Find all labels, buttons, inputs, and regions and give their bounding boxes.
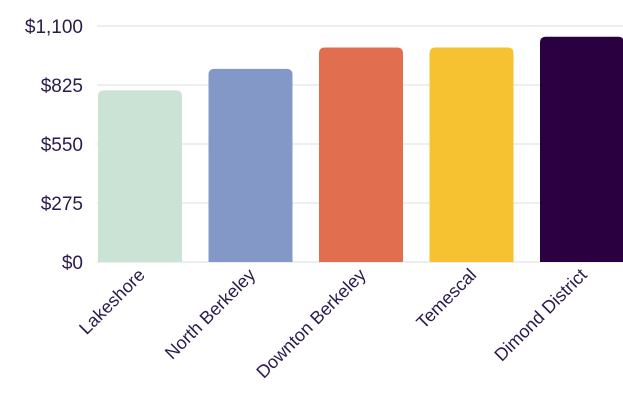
bar-north-berkeley	[208, 68, 293, 262]
x-category-label: Lakeshore	[75, 265, 149, 339]
bar-downton-berkeley	[319, 47, 403, 262]
bars	[98, 36, 623, 262]
x-category-label: Temescal	[412, 265, 480, 333]
y-tick-label: $550	[41, 135, 83, 156]
y-axis-tick-labels: $0 $275 $550 $825 $1,100	[25, 17, 83, 274]
y-tick-label: $275	[41, 194, 83, 215]
x-category-label: North Berkeley	[161, 265, 259, 363]
x-category-label: Downton Berkeley	[252, 265, 369, 382]
y-tick-label: $825	[41, 76, 83, 97]
x-category-label: Dimond District	[490, 265, 590, 365]
bar-temescal	[429, 47, 514, 262]
bar-dimond-district	[540, 36, 623, 262]
bar-lakeshore	[98, 90, 182, 262]
y-tick-label: $1,100	[25, 17, 83, 38]
y-tick-label: $0	[62, 253, 83, 274]
